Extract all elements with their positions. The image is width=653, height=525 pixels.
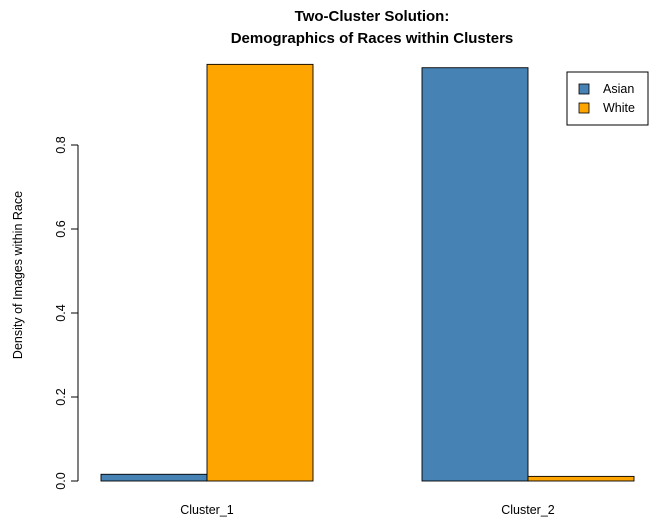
x-category-label: Cluster_2 [501, 503, 555, 517]
legend-swatch-asian [578, 83, 590, 95]
chart-title: Two-Cluster Solution: Demographics of Ra… [231, 8, 514, 47]
legend-label-asian: Asian [603, 82, 634, 96]
y-tick-label: 0.4 [54, 304, 68, 321]
y-tick-label: 0.0 [54, 472, 68, 489]
x-axis-labels: Cluster_1 Cluster_2 [180, 503, 555, 517]
x-category-label: Cluster_1 [180, 503, 234, 517]
y-axis-label: Density of Images within Race [11, 191, 25, 359]
chart-title-line-2: Demographics of Races within Clusters [231, 30, 514, 47]
chart-title-line-1: Two-Cluster Solution: [295, 8, 450, 25]
y-tick-label: 0.2 [54, 388, 68, 405]
legend-box [566, 71, 649, 126]
y-axis: 0.0 0.2 0.4 0.6 0.8 [54, 136, 79, 490]
bar-white-cluster-1 [206, 63, 314, 482]
bar-asian-cluster-2 [421, 67, 529, 482]
bar-asian-cluster-1 [100, 473, 208, 482]
y-tick-label: 0.6 [54, 220, 68, 237]
y-tick-label: 0.8 [54, 136, 68, 153]
legend: Asian White [566, 71, 649, 126]
legend-label-white: White [603, 101, 635, 115]
legend-swatch-white [578, 102, 590, 114]
bar-white-cluster-2 [527, 475, 635, 482]
bars-layer [100, 63, 635, 482]
